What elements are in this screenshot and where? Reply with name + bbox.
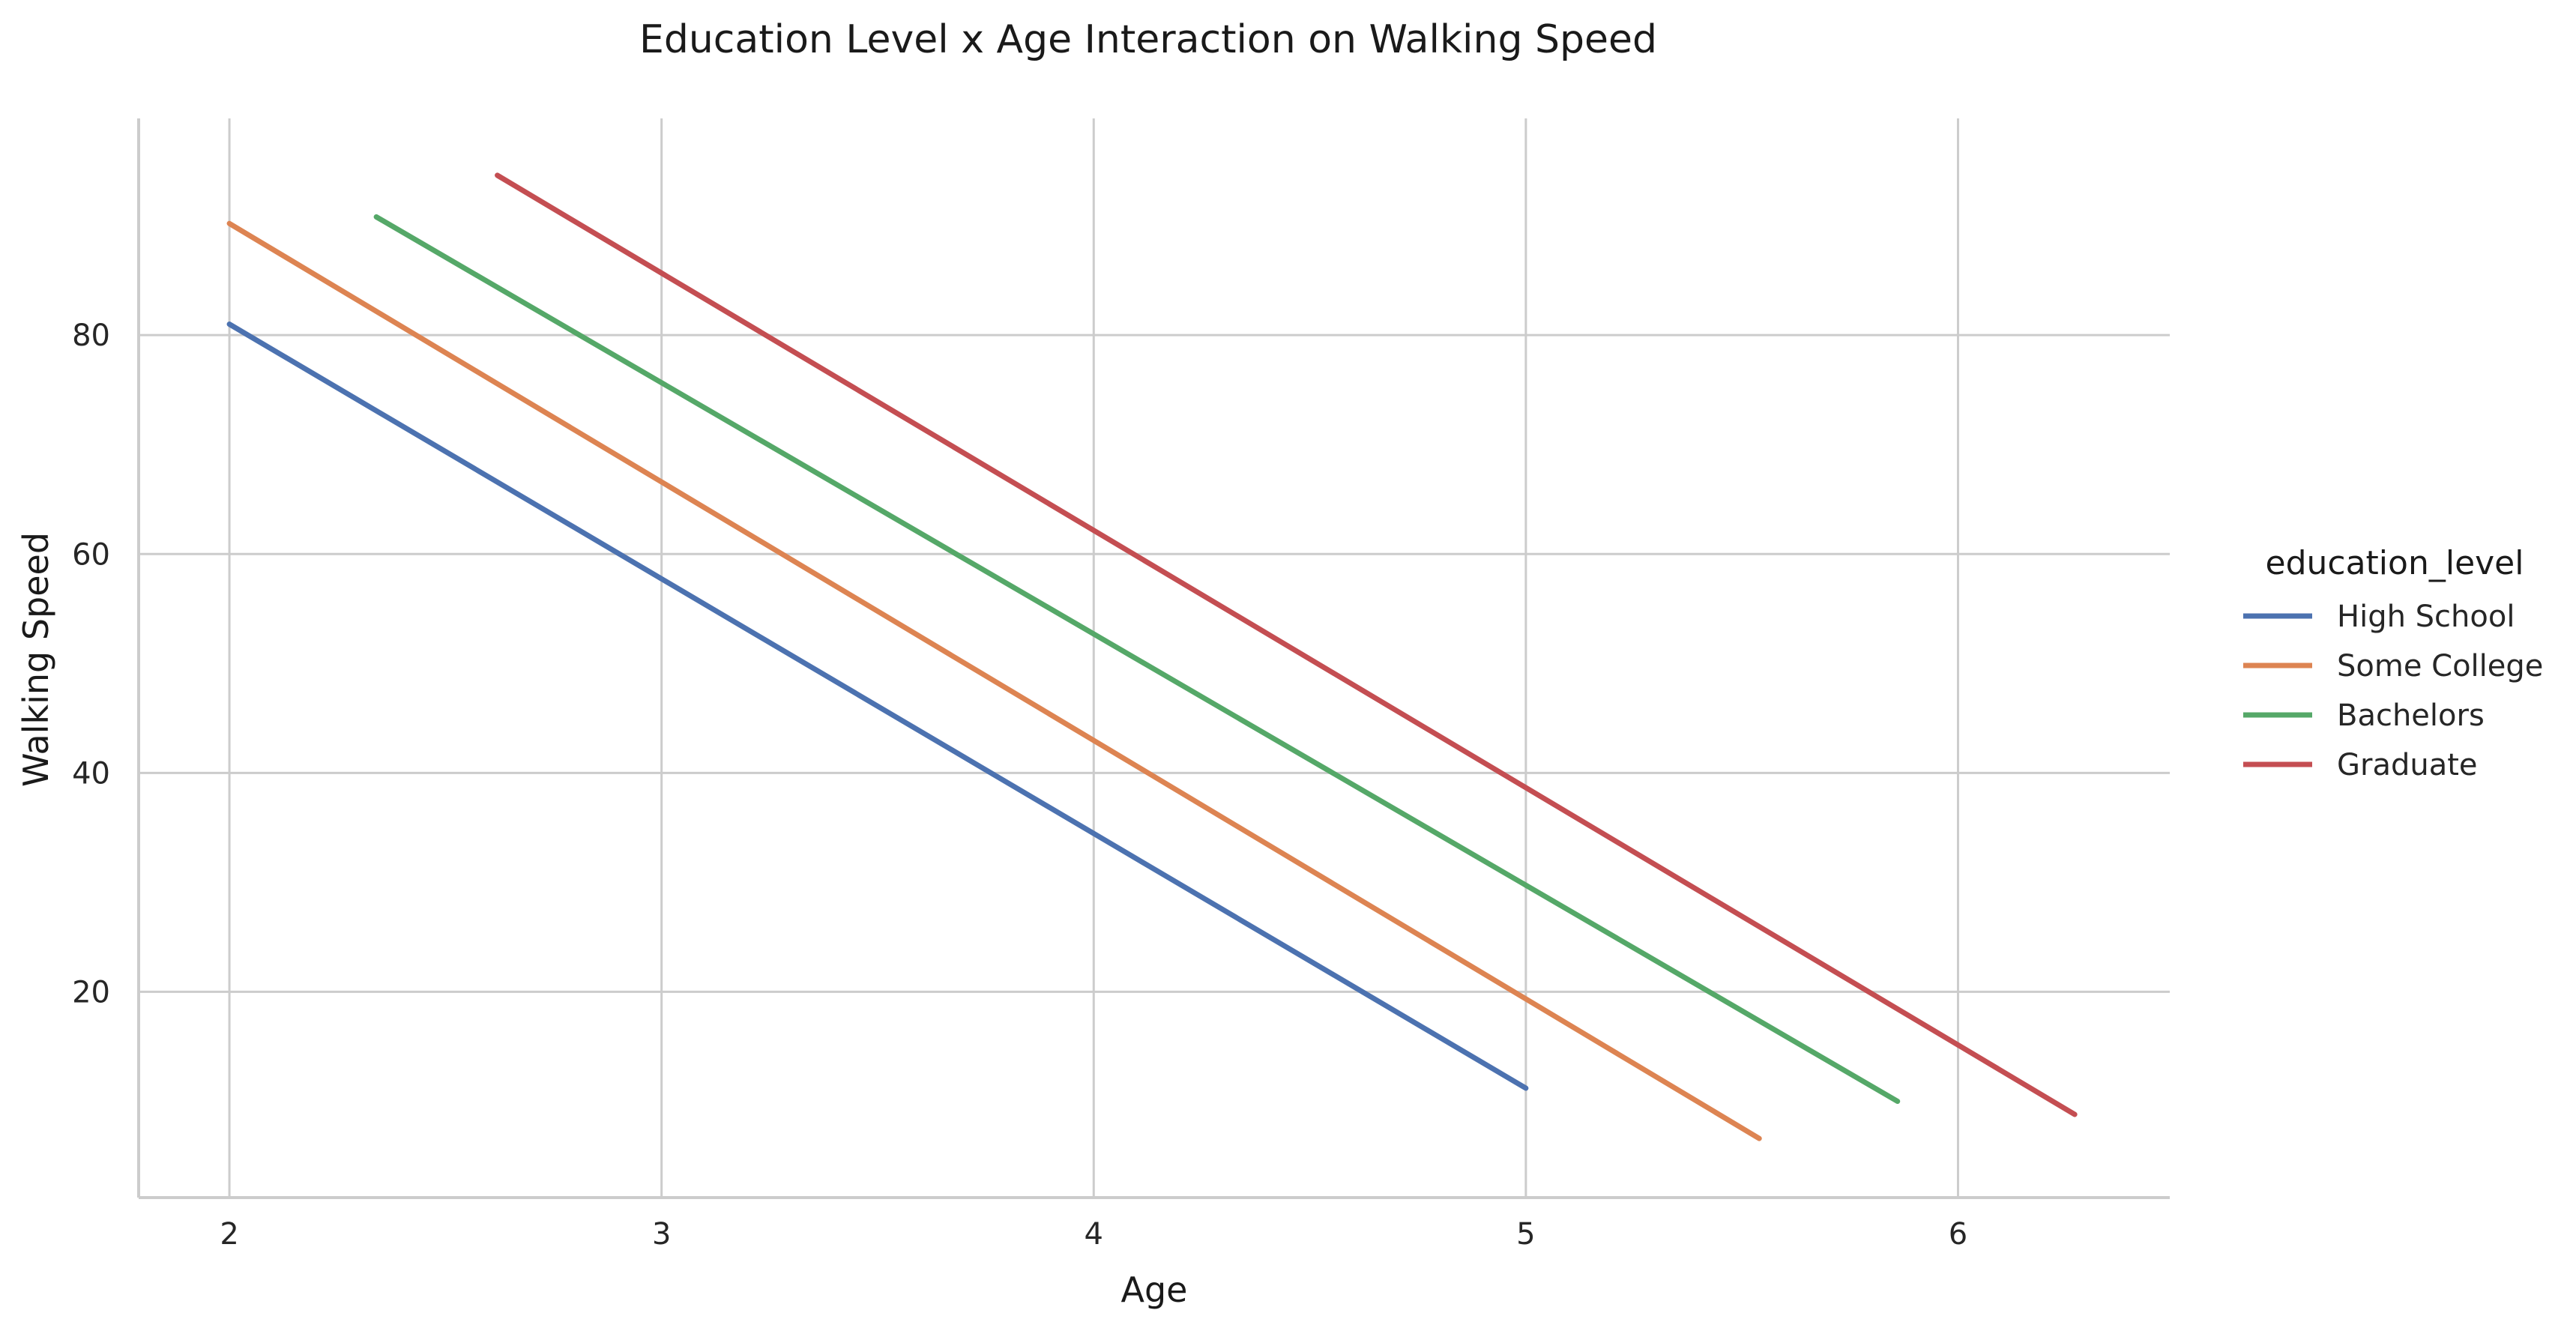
series-line-bachelors xyxy=(373,214,1901,1104)
series-line-some-college xyxy=(226,220,1762,1141)
y-tick-label: 20 xyxy=(72,975,110,1009)
legend-label-some-college: Some College xyxy=(2337,649,2543,683)
series-line-graduate xyxy=(495,172,2078,1117)
x-tick-label: 5 xyxy=(1516,1217,1535,1252)
legend-label-bachelors: Bachelors xyxy=(2337,698,2485,733)
legend-title: education_level xyxy=(2266,544,2524,582)
x-tick-label: 4 xyxy=(1085,1217,1103,1252)
x-tick-label: 6 xyxy=(1949,1217,1967,1252)
x-axis-ticks: 2 3 4 5 6 xyxy=(220,1217,1967,1252)
y-tick-label: 80 xyxy=(72,319,110,353)
y-axis-label: Walking Speed xyxy=(16,532,56,787)
x-tick-label: 2 xyxy=(220,1217,238,1252)
legend-label-high-school: High School xyxy=(2337,600,2515,634)
legend: education_level High School Some College B… xyxy=(2243,544,2543,782)
y-tick-label: 40 xyxy=(72,756,110,791)
legend-label-graduate: Graduate xyxy=(2337,748,2478,782)
grid-lines xyxy=(139,118,2170,1198)
y-tick-label: 60 xyxy=(72,537,110,572)
series-line-high-school xyxy=(226,322,1529,1091)
x-axis-label: Age xyxy=(1121,1270,1188,1310)
x-tick-label: 3 xyxy=(652,1217,671,1252)
chart-title: Education Level x Age Interaction on Wal… xyxy=(639,17,1657,62)
y-axis-ticks: 20 40 60 80 xyxy=(72,319,110,1009)
legend-items: High School Some College Bachelors Graduate xyxy=(2243,600,2543,782)
series-lines xyxy=(226,172,2078,1141)
axis-spines xyxy=(137,118,2170,1199)
